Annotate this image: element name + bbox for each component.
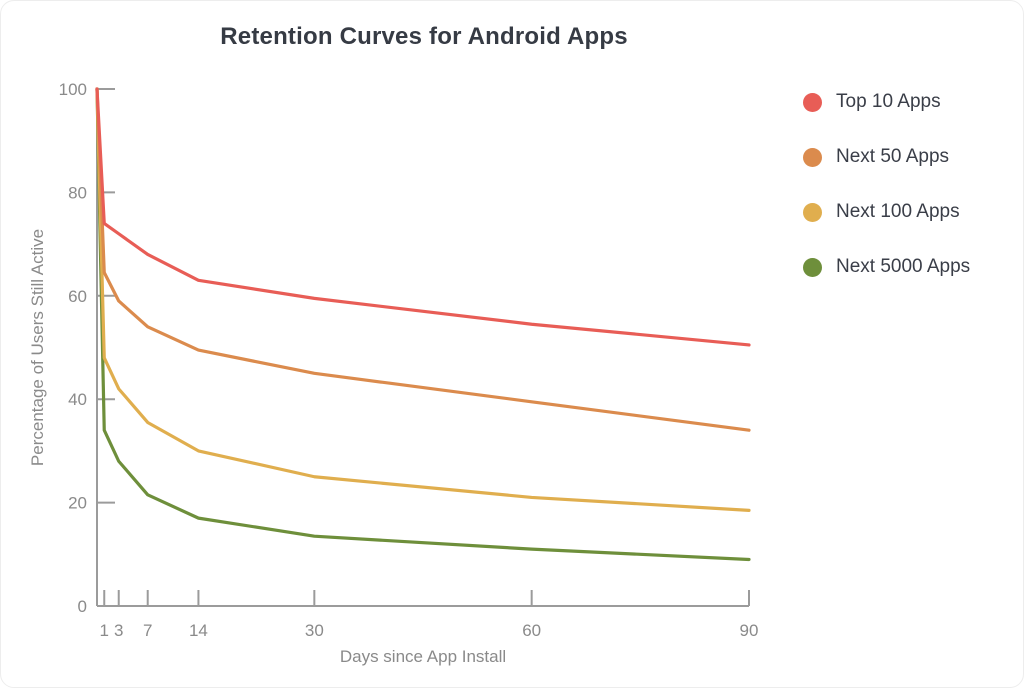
y-tick-label: 20 (68, 494, 87, 513)
legend-item-next-50-apps: Next 50 Apps (803, 146, 970, 168)
series-line-top-10-apps (95, 87, 751, 347)
legend-item-next-5000-apps: Next 5000 Apps (803, 256, 970, 278)
chart-legend: Top 10 Apps Next 50 Apps Next 100 Apps Next… (803, 91, 970, 278)
y-tick-label: 100 (59, 80, 87, 99)
chart-title: Retention Curves for Android Apps (220, 23, 628, 50)
legend-swatch-icon (803, 92, 822, 112)
y-tick-label: 60 (68, 287, 87, 306)
y-tick-label: 0 (78, 597, 87, 616)
legend-label: Next 100 Apps (836, 201, 960, 222)
x-tick-label: 14 (189, 621, 208, 640)
legend-label: Next 50 Apps (836, 146, 950, 167)
x-tick-label: 30 (305, 621, 324, 640)
legend-swatch-icon (803, 202, 822, 222)
legend-item-next-100-apps: Next 100 Apps (803, 201, 970, 223)
x-axis-title: Days since App Install (340, 647, 506, 666)
x-tick-label: 90 (740, 621, 759, 640)
legend-label: Top 10 Apps (836, 91, 941, 112)
x-tick-label: 7 (143, 621, 152, 640)
series-line-next-5000-apps (95, 87, 751, 562)
legend-swatch-icon (803, 257, 822, 277)
legend-swatch-icon (803, 147, 822, 167)
y-axis-title: Percentage of Users Still Active (28, 229, 47, 466)
series-line-next-50-apps (95, 87, 751, 432)
y-tick-label: 40 (68, 390, 87, 409)
legend-label: Next 5000 Apps (836, 256, 971, 277)
legend-item-top-10-apps: Top 10 Apps (803, 91, 970, 113)
x-tick-label: 1 (100, 621, 109, 640)
series-line-next-100-apps (95, 87, 751, 512)
x-tick-label: 60 (522, 621, 541, 640)
x-tick-label: 3 (114, 621, 123, 640)
y-tick-label: 80 (68, 183, 87, 202)
